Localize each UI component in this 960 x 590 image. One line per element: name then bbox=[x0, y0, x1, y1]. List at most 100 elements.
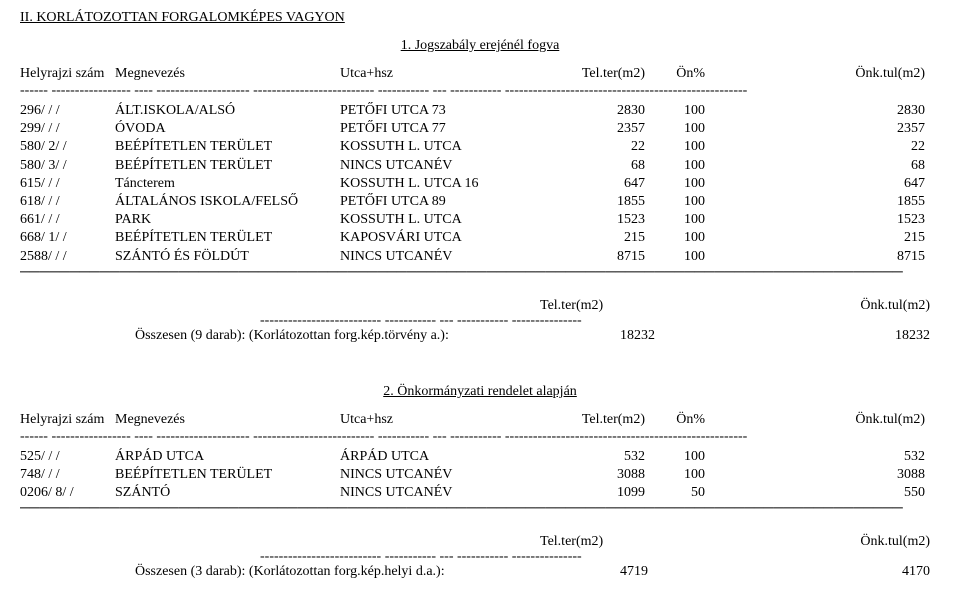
summary-label: Összesen (9 darab): (Korlátozottan forg.… bbox=[20, 328, 620, 344]
section1-summary-row: Összesen (9 darab): (Korlátozottan forg.… bbox=[20, 328, 940, 344]
cell-tul: 3088 bbox=[705, 466, 925, 484]
cell-name: PARK bbox=[115, 211, 340, 229]
cell-name: SZÁNTÓ ÉS FÖLDÚT bbox=[115, 248, 340, 266]
cell-addr: NINCS UTCANÉV bbox=[340, 157, 550, 175]
table-row: 580/ 3/ /BEÉPÍTETLEN TERÜLETNINCS UTCANÉ… bbox=[20, 157, 940, 175]
summary-header-ter: Tel.ter(m2) bbox=[540, 534, 730, 550]
cell-pct: 100 bbox=[645, 466, 705, 484]
header-ref: Helyrajzi szám bbox=[20, 412, 115, 428]
cell-ref: 661/ / / bbox=[20, 211, 115, 229]
cell-ter: 532 bbox=[550, 448, 645, 466]
cell-ter: 22 bbox=[550, 138, 645, 156]
cell-pct: 100 bbox=[645, 193, 705, 211]
cell-ter: 647 bbox=[550, 175, 645, 193]
section2-header-row: Helyrajzi szám Megnevezés Utca+hsz Tel.t… bbox=[20, 412, 940, 428]
cell-tul: 1523 bbox=[705, 211, 925, 229]
cell-pct: 100 bbox=[645, 102, 705, 120]
header-tul: Önk.tul(m2) bbox=[705, 412, 925, 428]
cell-tul: 550 bbox=[705, 484, 925, 502]
cell-tul: 2357 bbox=[705, 120, 925, 138]
header-addr: Utca+hsz bbox=[340, 66, 550, 82]
summary-val1: 18232 bbox=[620, 328, 780, 344]
table-row: 615/ / /TáncteremKOSSUTH L. UTCA 1664710… bbox=[20, 175, 940, 193]
cell-ter: 1855 bbox=[550, 193, 645, 211]
header-pct: Ön% bbox=[645, 412, 705, 428]
cell-tul: 532 bbox=[705, 448, 925, 466]
cell-tul: 22 bbox=[705, 138, 925, 156]
cell-name: BEÉPÍTETLEN TERÜLET bbox=[115, 138, 340, 156]
cell-name: ÁLTALÁNOS ISKOLA/FELSŐ bbox=[115, 193, 340, 211]
section2-summary: Tel.ter(m2) Önk.tul(m2) ----------------… bbox=[20, 534, 940, 580]
section1-dash-bottom: ────────────────────────────────────────… bbox=[20, 266, 940, 280]
cell-addr: NINCS UTCANÉV bbox=[340, 248, 550, 266]
cell-ref: 0206/ 8/ / bbox=[20, 484, 115, 502]
cell-ter: 2357 bbox=[550, 120, 645, 138]
header-ter: Tel.ter(m2) bbox=[550, 412, 645, 428]
section1-dash-top: ------ ----------------- ---- ----------… bbox=[20, 84, 940, 98]
summary-label: Összesen (3 darab): (Korlátozottan forg.… bbox=[20, 564, 620, 580]
cell-ter: 1523 bbox=[550, 211, 645, 229]
section1-summary: Tel.ter(m2) Önk.tul(m2) ----------------… bbox=[20, 298, 940, 344]
summary-val2: 4170 bbox=[780, 564, 930, 580]
cell-ref: 668/ 1/ / bbox=[20, 229, 115, 247]
cell-name: ÁRPÁD UTCA bbox=[115, 448, 340, 466]
cell-addr: KOSSUTH L. UTCA bbox=[340, 138, 550, 156]
cell-name: ÁLT.ISKOLA/ALSÓ bbox=[115, 102, 340, 120]
cell-ter: 215 bbox=[550, 229, 645, 247]
section1-rows: 296/ / /ÁLT.ISKOLA/ALSÓPETŐFI UTCA 73283… bbox=[20, 102, 940, 266]
cell-pct: 100 bbox=[645, 211, 705, 229]
cell-pct: 100 bbox=[645, 448, 705, 466]
cell-tul: 647 bbox=[705, 175, 925, 193]
cell-pct: 100 bbox=[645, 229, 705, 247]
cell-name: Táncterem bbox=[115, 175, 340, 193]
cell-addr: PETŐFI UTCA 77 bbox=[340, 120, 550, 138]
cell-tul: 8715 bbox=[705, 248, 925, 266]
cell-addr: NINCS UTCANÉV bbox=[340, 466, 550, 484]
section1-summary-header: Tel.ter(m2) Önk.tul(m2) bbox=[20, 298, 940, 314]
table-row: 299/ / /ÓVODAPETŐFI UTCA 7723571002357 bbox=[20, 120, 940, 138]
table-row: 296/ / /ÁLT.ISKOLA/ALSÓPETŐFI UTCA 73283… bbox=[20, 102, 940, 120]
cell-ter: 68 bbox=[550, 157, 645, 175]
cell-addr: KOSSUTH L. UTCA bbox=[340, 211, 550, 229]
section1-summary-dash: -------------------------- ----------- -… bbox=[20, 314, 940, 328]
header-addr: Utca+hsz bbox=[340, 412, 550, 428]
cell-ref: 296/ / / bbox=[20, 102, 115, 120]
cell-addr: PETŐFI UTCA 89 bbox=[340, 193, 550, 211]
cell-tul: 1855 bbox=[705, 193, 925, 211]
table-row: 661/ / /PARKKOSSUTH L. UTCA15231001523 bbox=[20, 211, 940, 229]
cell-name: BEÉPÍTETLEN TERÜLET bbox=[115, 466, 340, 484]
header-tul: Önk.tul(m2) bbox=[705, 66, 925, 82]
cell-ter: 3088 bbox=[550, 466, 645, 484]
cell-ref: 618/ / / bbox=[20, 193, 115, 211]
cell-pct: 100 bbox=[645, 120, 705, 138]
table-row: 580/ 2/ /BEÉPÍTETLEN TERÜLETKOSSUTH L. U… bbox=[20, 138, 940, 156]
table-row: 618/ / /ÁLTALÁNOS ISKOLA/FELSŐPETŐFI UTC… bbox=[20, 193, 940, 211]
cell-ref: 580/ 2/ / bbox=[20, 138, 115, 156]
header-name: Megnevezés bbox=[115, 412, 340, 428]
table-row: 0206/ 8/ /SZÁNTÓNINCS UTCANÉV109950550 bbox=[20, 484, 940, 502]
header-name: Megnevezés bbox=[115, 66, 340, 82]
section2-dash-top: ------ ----------------- ---- ----------… bbox=[20, 430, 940, 444]
header-ref: Helyrajzi szám bbox=[20, 66, 115, 82]
section2-dash-bottom: ────────────────────────────────────────… bbox=[20, 502, 940, 516]
cell-pct: 50 bbox=[645, 484, 705, 502]
cell-addr: PETŐFI UTCA 73 bbox=[340, 102, 550, 120]
summary-header-tul: Önk.tul(m2) bbox=[730, 298, 930, 314]
table-row: 748/ / /BEÉPÍTETLEN TERÜLETNINCS UTCANÉV… bbox=[20, 466, 940, 484]
section2-rows: 525/ / /ÁRPÁD UTCAÁRPÁD UTCA532100532748… bbox=[20, 448, 940, 503]
cell-ref: 2588/ / / bbox=[20, 248, 115, 266]
section-2: 2. Önkormányzati rendelet alapján Helyra… bbox=[20, 384, 940, 581]
cell-ref: 580/ 3/ / bbox=[20, 157, 115, 175]
section-1: 1. Jogszabály erejénél fogva Helyrajzi s… bbox=[20, 38, 940, 344]
section2-subtitle: 2. Önkormányzati rendelet alapján bbox=[20, 384, 940, 400]
cell-addr: KAPOSVÁRI UTCA bbox=[340, 229, 550, 247]
cell-tul: 215 bbox=[705, 229, 925, 247]
section1-header-row: Helyrajzi szám Megnevezés Utca+hsz Tel.t… bbox=[20, 66, 940, 82]
cell-ter: 2830 bbox=[550, 102, 645, 120]
summary-val1: 4719 bbox=[620, 564, 780, 580]
header-ter: Tel.ter(m2) bbox=[550, 66, 645, 82]
summary-header-ter: Tel.ter(m2) bbox=[540, 298, 730, 314]
cell-ref: 525/ / / bbox=[20, 448, 115, 466]
cell-ref: 748/ / / bbox=[20, 466, 115, 484]
section2-summary-header: Tel.ter(m2) Önk.tul(m2) bbox=[20, 534, 940, 550]
